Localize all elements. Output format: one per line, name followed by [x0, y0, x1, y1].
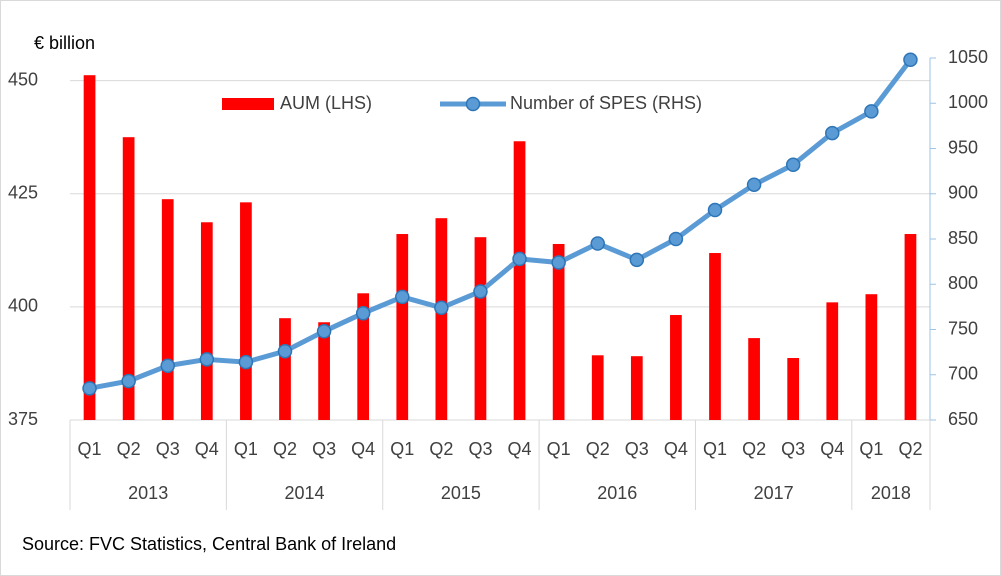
- year-label: 2014: [285, 483, 325, 503]
- point: [551, 255, 566, 270]
- x-tick-label: Q1: [859, 439, 883, 459]
- x-tick-label: Q1: [547, 439, 571, 459]
- x-tick-label: Q4: [508, 439, 532, 459]
- source-note: Source: FVC Statistics, Central Bank of …: [22, 534, 396, 554]
- x-tick-label: Q3: [625, 439, 649, 459]
- y2-tick-label: 800: [948, 273, 978, 293]
- x-tick-label: Q2: [586, 439, 610, 459]
- legend-swatch: [465, 96, 481, 112]
- bar: [279, 318, 291, 420]
- point: [512, 251, 527, 267]
- bar: [83, 75, 96, 420]
- point: [629, 252, 645, 268]
- x-tick-label: Q1: [703, 439, 727, 459]
- point: [903, 52, 918, 68]
- point: [590, 236, 605, 251]
- bar: [787, 358, 800, 420]
- x-tick-label: Q2: [898, 439, 922, 459]
- bar: [396, 234, 409, 420]
- point: [395, 289, 410, 305]
- point: [434, 300, 449, 316]
- point: [864, 104, 879, 119]
- bar: [748, 338, 760, 420]
- y2-tick-label: 1000: [948, 92, 988, 112]
- x-tick-label: Q3: [156, 439, 180, 459]
- x-tick-label: Q1: [234, 439, 258, 459]
- y2-tick-label: 950: [948, 137, 978, 157]
- bar: [122, 137, 135, 420]
- x-tick-label: Q3: [468, 439, 492, 459]
- bar: [630, 356, 643, 420]
- point: [121, 373, 136, 389]
- y-tick-label: 375: [8, 409, 38, 429]
- point: [82, 381, 97, 396]
- x-tick-label: Q3: [781, 439, 805, 459]
- bar: [200, 222, 213, 420]
- year-label: 2018: [871, 483, 911, 503]
- bar: [591, 355, 604, 420]
- y2-tick-label: 650: [948, 409, 978, 429]
- year-label: 2013: [128, 483, 168, 503]
- bar: [435, 218, 448, 420]
- year-label: 2017: [754, 483, 794, 503]
- bar: [865, 294, 878, 420]
- point: [473, 284, 488, 299]
- x-tick-label: Q4: [351, 439, 375, 459]
- bar: [474, 237, 487, 420]
- y-tick-label: 400: [8, 296, 38, 316]
- y2-tick-label: 900: [948, 183, 978, 203]
- point: [825, 125, 840, 141]
- point: [668, 231, 684, 247]
- bar: [904, 234, 917, 420]
- point: [785, 157, 801, 173]
- x-tick-label: Q2: [273, 439, 297, 459]
- legend-label: AUM (LHS): [280, 93, 372, 113]
- x-tick-label: Q2: [429, 439, 453, 459]
- x-tick-label: Q1: [390, 439, 414, 459]
- point: [277, 343, 293, 359]
- x-tick-label: Q4: [820, 439, 844, 459]
- y-tick-label: 425: [8, 183, 38, 203]
- bar: [826, 302, 839, 420]
- point: [316, 324, 332, 339]
- x-tick-label: Q4: [664, 439, 688, 459]
- year-label: 2015: [441, 483, 481, 503]
- y-axis-label: € billion: [34, 33, 95, 53]
- x-tick-label: Q2: [117, 439, 141, 459]
- point: [707, 202, 723, 218]
- y2-tick-label: 1050: [948, 47, 988, 67]
- point: [160, 358, 175, 373]
- y-tick-label: 450: [8, 69, 38, 89]
- x-tick-label: Q1: [78, 439, 102, 459]
- y2-tick-label: 750: [948, 318, 978, 338]
- bar: [240, 202, 252, 420]
- x-tick-label: Q2: [742, 439, 766, 459]
- bar: [161, 199, 174, 420]
- point: [746, 177, 762, 192]
- point: [199, 352, 215, 367]
- year-label: 2016: [597, 483, 637, 503]
- bar: [709, 253, 721, 420]
- bar: [318, 322, 330, 420]
- legend-swatch: [222, 98, 274, 110]
- bar: [513, 141, 526, 420]
- bar: [670, 315, 682, 420]
- point: [238, 354, 254, 370]
- x-tick-label: Q4: [195, 439, 219, 459]
- y2-tick-label: 850: [948, 228, 978, 248]
- bar: [357, 293, 370, 420]
- legend-label: Number of SPES (RHS): [510, 93, 702, 113]
- bar: [552, 243, 565, 420]
- line: [89, 58, 913, 391]
- point: [355, 305, 371, 321]
- x-tick-label: Q3: [312, 439, 336, 459]
- y2-tick-label: 700: [948, 364, 978, 384]
